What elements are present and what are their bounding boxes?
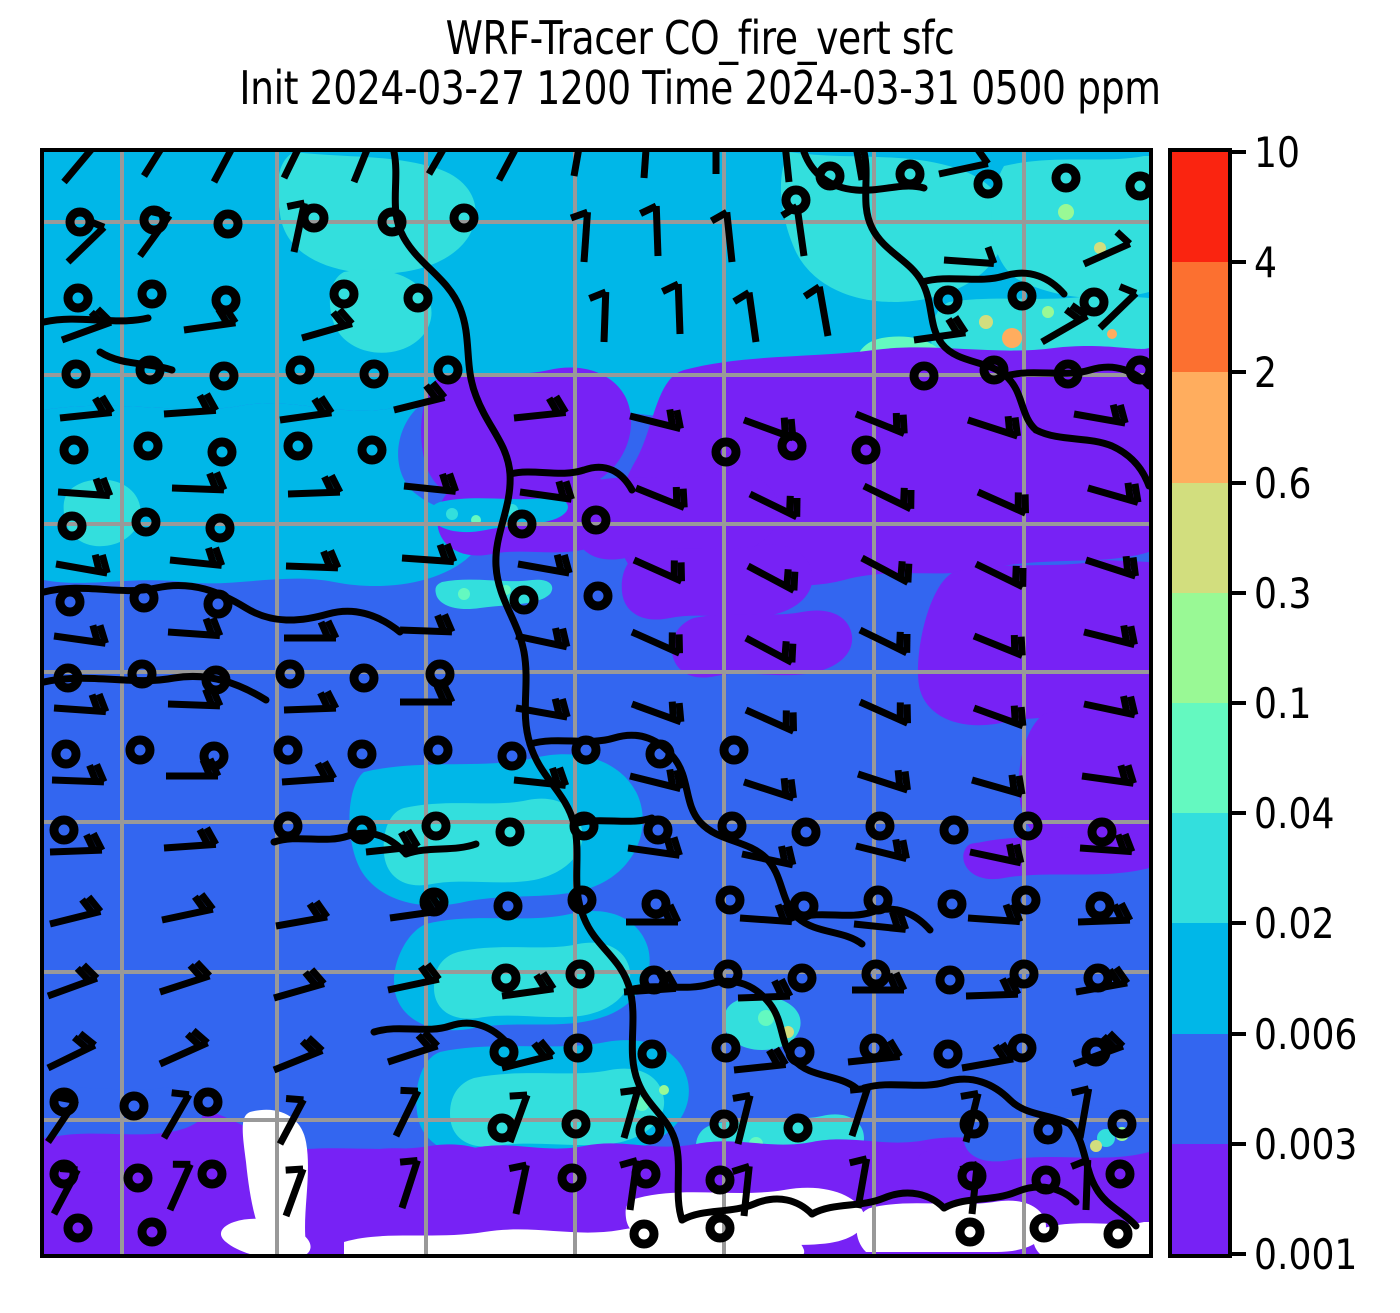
colorbar-tick-mark [1232,1141,1246,1146]
colorbar-tick-mark [1232,1252,1246,1256]
colorbar-tick-label: 0.1 [1254,679,1312,728]
colorbar-tick-label: 10 [1254,128,1300,177]
colorbar-tick-label: 0.6 [1254,458,1312,508]
contour-map [44,152,1149,1254]
colorbar [1168,148,1232,1258]
colorbar-segment [1172,592,1228,703]
colorbar-ticks: 10 4 2 0.6 0.3 0.1 0.04 0.02 0.006 0.003 0.001 [1232,128,1400,1279]
colorbar-tick-label: 4 [1254,238,1277,288]
colorbar-tick-mark [1232,150,1246,154]
colorbar-tick-mark [1232,921,1246,926]
colorbar-tick-mark [1232,701,1246,705]
colorbar-tick-label: 0.04 [1254,789,1335,839]
colorbar-tick-label: 0.006 [1254,1009,1358,1059]
colorbar-tick-mark [1232,480,1246,485]
calm-wind-markers [49,159,1149,1249]
colorbar-segment [1172,262,1228,373]
map-axes [40,148,1153,1258]
title-line-1: WRF-Tracer CO_fire_vert sfc [445,11,955,65]
colorbar-tick-mark [1232,370,1246,375]
colorbar-tick-label: 0.3 [1254,568,1312,618]
colorbar-segment [1172,152,1228,263]
colorbar-segment [1172,1033,1228,1144]
colorbar-tick-label: 2 [1254,348,1277,398]
colorbar-segment [1172,372,1228,483]
colorbar-tick-label: 0.02 [1254,899,1335,949]
colorbar-segment [1172,813,1228,924]
plot-title: WRF-Tracer CO_fire_vert sfc Init 2024-03… [0,11,1400,115]
lat-lon-gridlines [44,152,1149,1254]
colorbar-tick-mark [1232,811,1246,816]
colorbar-tick-mark [1232,590,1246,595]
title-line-2: Init 2024-03-27 1200 Time 2024-03-31 050… [239,60,1161,115]
colorbar-tick-label: 0.003 [1254,1119,1358,1169]
colorbar-segment [1172,923,1228,1034]
colorbar-segment [1172,482,1228,593]
colorbar-tick-label: 0.001 [1254,1230,1358,1279]
colorbar-segment [1172,702,1228,814]
colorbar-tick-mark [1232,260,1246,265]
colorbar-segment [1172,1143,1228,1254]
colorbar-tick-mark [1232,1031,1246,1036]
